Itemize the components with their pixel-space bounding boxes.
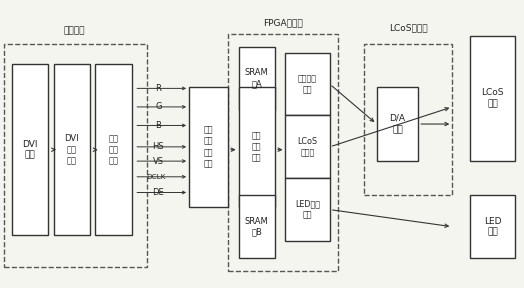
FancyBboxPatch shape — [471, 195, 515, 258]
Text: R: R — [155, 84, 161, 93]
FancyBboxPatch shape — [53, 64, 90, 235]
Text: 数据
存储
控制: 数据 存储 控制 — [252, 131, 261, 162]
Text: LED照明
控制: LED照明 控制 — [295, 200, 320, 220]
Text: 数据输出
控制: 数据输出 控制 — [298, 74, 317, 94]
Text: B: B — [155, 121, 161, 130]
Text: DVI
解码
模块: DVI 解码 模块 — [64, 134, 79, 165]
FancyBboxPatch shape — [12, 64, 48, 235]
Text: LCoS
屏控制: LCoS 屏控制 — [298, 137, 318, 157]
Text: G: G — [155, 103, 161, 111]
Text: DVI
接口: DVI 接口 — [23, 140, 38, 160]
Text: FPGA主控板: FPGA主控板 — [263, 18, 303, 27]
Text: LCoS驱动板: LCoS驱动板 — [389, 24, 427, 33]
Text: DCLK: DCLK — [146, 174, 166, 180]
Text: VS: VS — [152, 157, 163, 166]
Text: LED
背光: LED 背光 — [484, 217, 501, 237]
Text: D/A
转换: D/A 转换 — [389, 114, 406, 134]
Text: LCoS
屏体: LCoS 屏体 — [482, 88, 504, 108]
FancyBboxPatch shape — [95, 64, 132, 235]
Text: 视频
数据
接收
重组: 视频 数据 接收 重组 — [204, 126, 213, 168]
FancyBboxPatch shape — [471, 36, 515, 161]
FancyBboxPatch shape — [286, 115, 330, 178]
Text: SRAM
组B: SRAM 组B — [245, 217, 269, 237]
Text: HS: HS — [152, 142, 164, 151]
FancyBboxPatch shape — [238, 47, 275, 110]
FancyBboxPatch shape — [377, 87, 418, 161]
FancyBboxPatch shape — [238, 195, 275, 258]
Text: DE: DE — [152, 188, 165, 197]
Text: 图像
数据
输出: 图像 数据 输出 — [108, 134, 118, 165]
FancyBboxPatch shape — [238, 87, 275, 207]
Text: SRAM
组A: SRAM 组A — [245, 68, 269, 88]
FancyBboxPatch shape — [286, 178, 330, 241]
FancyBboxPatch shape — [189, 87, 228, 207]
Text: 图像源板: 图像源板 — [63, 26, 85, 36]
FancyBboxPatch shape — [286, 53, 330, 115]
